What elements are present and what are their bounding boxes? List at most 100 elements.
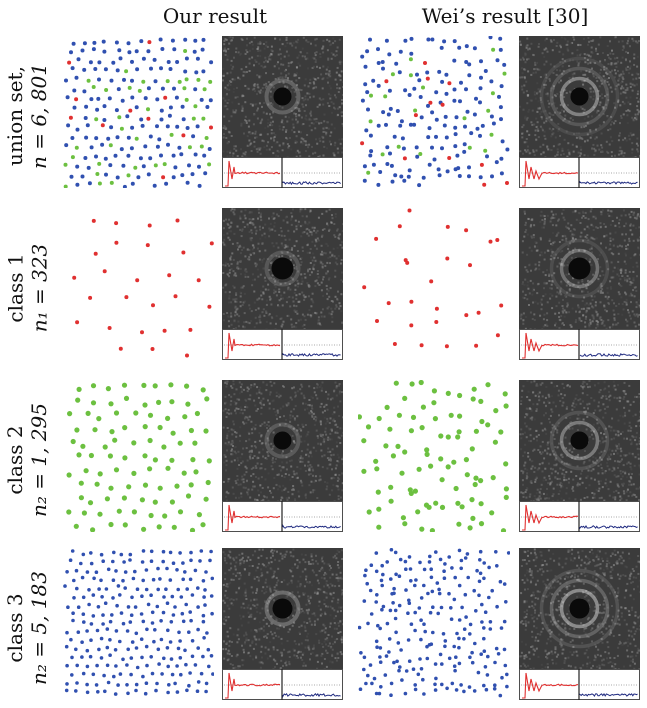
sample-point [184,384,189,389]
sample-point [145,681,149,685]
sample-point [495,605,499,609]
sample-point [389,107,393,111]
sample-point [493,661,497,665]
sample-point [499,105,503,109]
sample-point [446,391,451,396]
profile-plot-wei-row3 [519,501,640,532]
sample-point [91,400,96,405]
sample-point [474,429,479,434]
point-panel-ours-row4 [62,548,214,700]
sample-point [440,477,445,482]
sample-point [147,603,151,607]
sample-point [97,587,101,591]
sample-point [504,403,509,408]
sample-point [115,108,119,112]
sample-point [81,175,85,179]
sample-point [87,166,91,170]
sample-point [151,303,155,307]
sample-point [202,38,206,42]
sample-point [479,521,484,526]
sample-point [453,664,457,668]
sample-point [505,673,509,677]
sample-point [96,690,100,694]
sample-point [458,584,462,588]
sample-point [209,60,213,64]
sample-point [209,550,213,554]
sample-point [135,632,139,636]
sample-point [445,344,449,348]
sample-point [147,40,151,44]
sample-point [191,172,195,176]
sample-point [479,175,483,179]
sample-point [77,630,81,634]
sample-point [126,648,130,652]
sample-point [399,471,404,476]
sample-point [463,116,467,120]
sample-point [141,579,145,583]
sample-point [100,595,104,599]
sample-point [196,646,200,650]
sample-point [383,443,388,448]
sample-point [358,414,362,419]
sample-point [467,73,471,77]
sample-point [141,124,145,128]
sample-point [174,484,179,489]
sample-point [497,95,501,99]
sample-point [499,117,503,121]
sample-point [136,175,140,179]
sample-point [89,97,93,101]
sample-point [153,628,157,632]
sample-point [105,496,110,501]
sample-point [457,414,462,419]
sample-point [200,672,204,676]
sample-point [82,612,86,616]
sample-point [120,553,124,557]
sample-point [70,673,74,677]
sample-point [103,444,108,449]
sample-point [409,567,413,571]
sample-point [176,588,180,592]
sample-point [434,135,438,139]
sample-point [131,182,135,186]
sample-point [182,117,186,121]
sample-point [82,620,86,624]
sample-point [433,501,438,506]
sample-point [92,41,96,45]
sample-point [205,136,209,140]
sample-point [381,152,385,156]
sample-point [171,673,175,677]
sample-point [464,615,468,619]
sample-point [157,524,162,529]
sample-point [117,509,122,514]
sample-point [187,684,191,688]
sample-point [185,98,189,102]
sample-point [457,393,462,398]
sample-point [389,609,393,613]
sample-point [192,117,196,121]
sample-point [418,657,422,661]
sample-point [402,449,407,454]
sample-point [142,164,146,168]
sample-point [179,656,183,660]
sample-point [398,574,402,578]
sample-point [366,674,370,678]
sample-point [124,396,129,401]
sample-point [439,653,443,657]
sample-point [181,251,185,255]
sample-point [112,551,116,555]
spectrum-panel-ours-row3 [222,380,343,532]
sample-point [106,137,110,141]
sample-point [64,143,68,147]
sample-point [426,657,430,661]
sample-point [141,80,145,84]
sample-point [130,596,134,600]
sample-point [504,486,509,491]
sample-point [401,136,405,140]
sample-point [208,559,212,563]
sample-point [90,562,94,566]
sample-point [409,300,413,304]
sample-point [378,655,382,659]
sample-point [208,80,212,84]
sample-point [65,664,69,668]
sample-point [182,620,186,624]
